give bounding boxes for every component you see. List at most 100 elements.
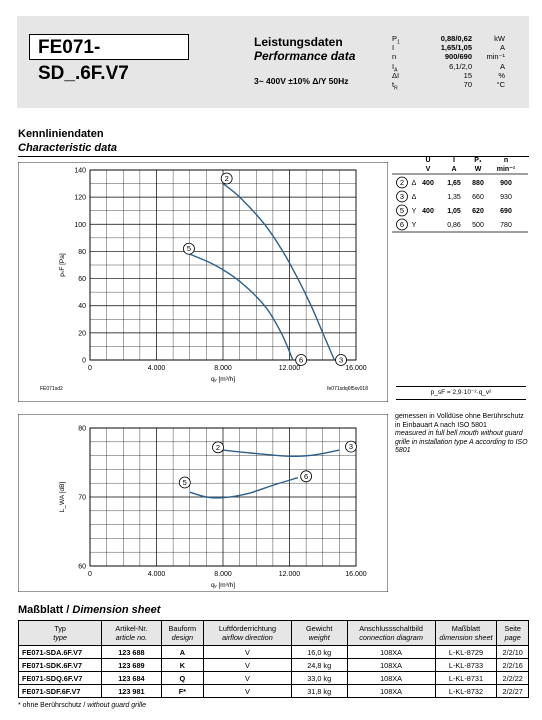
label-circle [345, 440, 357, 453]
label-text: 3 [349, 442, 353, 451]
dimension-title-en: Dimension sheet [72, 604, 161, 616]
optable-conn: Y [412, 208, 417, 215]
y-tick-label: 20 [78, 330, 86, 337]
series-curve-2 [222, 183, 336, 361]
label-text: 6 [400, 220, 404, 229]
dim-header-de: Typ [54, 624, 66, 633]
optable-header: U [425, 157, 430, 164]
label-text: 5 [183, 478, 187, 487]
section-divider [18, 156, 529, 157]
optable-cell: 660 [472, 194, 484, 201]
optable-unit: W [475, 166, 482, 173]
dim-header-de: Seite [504, 624, 521, 633]
table-cell: V [203, 658, 292, 672]
table-cell: Q [160, 671, 205, 685]
table-cell: 16,0 kg [290, 645, 348, 659]
label-circle [396, 204, 408, 217]
measurement-note-de: gemessen in Volldüse ohne Berührschutz i… [395, 413, 524, 429]
y-tick-label: 60 [78, 564, 86, 571]
y-tick-label: 120 [74, 195, 86, 202]
param-values: 0,88/0,62 1,65/1,05 900/690 6,1/2,0 15 70 [420, 34, 472, 89]
table-cell: 2/2/22 [496, 671, 529, 685]
table-cell: K [160, 658, 205, 672]
x-tick-label: 4.000 [148, 571, 166, 578]
table-cell: 123 684 [101, 671, 162, 685]
optable-conn: Y [412, 222, 417, 229]
param-value: 0,88/0,62 [440, 34, 472, 43]
optable-cell: 400 [422, 208, 434, 215]
optable-cell: 1,65 [447, 180, 461, 187]
model-name: FE071-SD_.6F.V7 [29, 34, 189, 84]
table-cell: 2/2/27 [496, 684, 529, 698]
table-cell: 123 981 [101, 684, 162, 698]
label-circle [212, 441, 224, 454]
curve-label-2: 2 [220, 172, 233, 185]
table-cell: 33,0 kg [290, 671, 348, 685]
table-cell: 123 688 [101, 645, 162, 659]
operating-points-table: UV IA P₁ Wn min⁻¹ 2 Δ 400 1,65 880 900 3 Δ 1,35 660 930… [392, 157, 528, 233]
optable-cell: 400 [422, 180, 434, 187]
dimension-table: Typ type Artikel-Nr. article no. Bauform desi… [17, 620, 529, 698]
y-tick-label: 100 [74, 222, 86, 229]
x-axis-label: qᵥ [m³/h] [211, 582, 235, 589]
param-symbol: IA [392, 61, 398, 74]
dim-header-de: Artikel-Nr. [115, 624, 148, 633]
y-tick-label: 0 [82, 358, 86, 365]
param-unit: °C [496, 79, 505, 89]
label-circle [335, 354, 347, 366]
x-tick-label: 12.000 [279, 571, 301, 578]
series-curve-5 [189, 253, 294, 361]
table-cell: FE071-SDQ.6F.V7 [17, 671, 103, 685]
table-cell: 108XA [346, 645, 436, 659]
table-cell: FE071-SDK.6F.V7 [17, 658, 103, 672]
dim-header: Typ type [17, 620, 103, 646]
optable-cell: 780 [500, 222, 512, 229]
optable-unit: A [451, 166, 456, 173]
dim-header-en: airflow direction [222, 633, 273, 642]
curve-label-5: 5 [178, 476, 191, 489]
x-tick-label: 8.000 [214, 365, 232, 372]
label-text: 2 [400, 178, 404, 187]
label-circle [220, 172, 233, 185]
curve-label-6: 6 [396, 218, 408, 231]
optable-header: P₁ [474, 157, 482, 164]
curve-label-2: 2 [396, 176, 408, 189]
label-text: 5 [400, 206, 404, 215]
dim-header: Anschlussschaltbild connection diagram [346, 620, 436, 646]
param-symbol: tR [392, 79, 398, 92]
param-value: 1,65/1,05 [440, 43, 472, 53]
pressure-chart: 0 4.000 8.000 12.000 16.000 0 20 40 60 80 100 120 14… [18, 162, 388, 402]
curve-label-3: 3 [345, 440, 357, 453]
dim-header-de: Maßblatt [451, 624, 481, 633]
optable-cell: 880 [472, 180, 484, 187]
param-unit: % [498, 70, 505, 80]
optable-cell: 900 [500, 180, 512, 187]
curve-label-3: 3 [335, 354, 347, 366]
table-cell: 123 689 [101, 658, 162, 672]
dim-header-de: Anschlussschaltbild [359, 624, 423, 633]
section-title-en: Characteristic data [18, 142, 118, 154]
label-text: 6 [304, 472, 308, 481]
param-unit: A [499, 61, 505, 71]
optable-cell: 1,05 [447, 208, 461, 215]
param-value: 900/690 [444, 52, 472, 62]
y-axis-label: L_WA [dB] [59, 482, 66, 513]
table-cell: L-KL-8731 [434, 671, 498, 685]
curve-label-5: 5 [183, 242, 195, 255]
formula-box: p_sF = 2,9·10⁻²·q_v² [396, 386, 526, 400]
section-title-de: Kennliniendaten [18, 128, 104, 140]
table-cell: 108XA [346, 658, 436, 672]
table-row: FE071-SDA.6F.V7 123 688 A V 16,0 kg 108XA L-KL… [17, 645, 529, 659]
param-value: 70 [463, 79, 472, 89]
label-circle [295, 354, 308, 366]
optable-unit: V [426, 166, 431, 173]
chart-footnote-right: fe071sdq6f5xv018 [327, 386, 368, 392]
label-text: 3 [400, 192, 404, 201]
table-cell: L-KL-8732 [434, 684, 498, 698]
param-symbol: n [392, 52, 397, 62]
performance-header [17, 16, 529, 108]
param-symbol: ΔI [392, 70, 400, 80]
x-tick-label: 12.000 [279, 365, 301, 372]
